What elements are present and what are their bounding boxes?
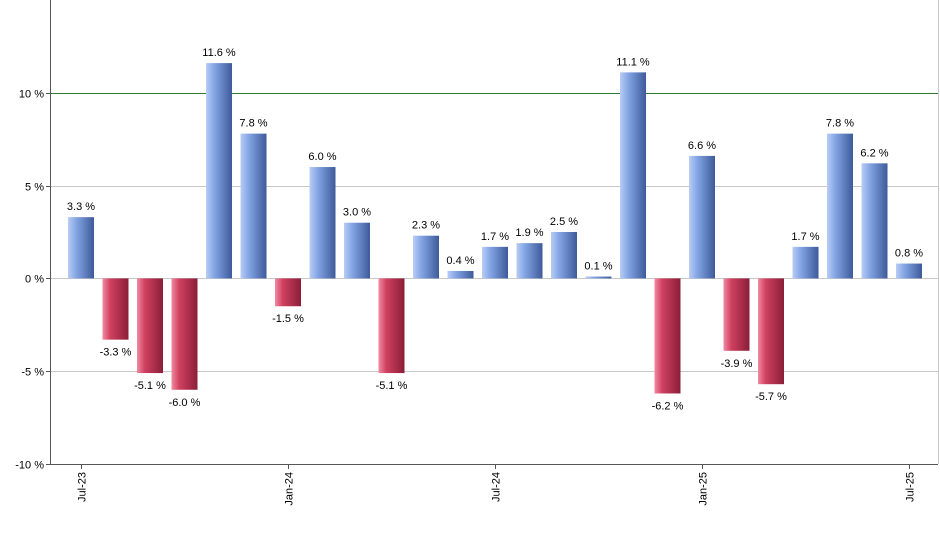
- bar-value-label: 6.6 %: [688, 140, 716, 152]
- bar: [620, 72, 646, 279]
- bar: [896, 263, 922, 279]
- bar: [206, 63, 232, 279]
- bar-value-label: 7.8 %: [826, 118, 854, 130]
- bar: [827, 133, 853, 279]
- bar-value-label: 1.7 %: [791, 231, 819, 243]
- bar: [413, 235, 439, 279]
- bar: [516, 243, 543, 279]
- bar-value-label: 1.7 %: [481, 231, 509, 243]
- bar: [344, 222, 370, 279]
- bar: [861, 163, 888, 279]
- y-tick-label: -10 %: [15, 460, 44, 472]
- y-tick-label: 5 %: [25, 182, 44, 194]
- y-tick-label: -5 %: [21, 367, 44, 379]
- bar-value-label: 1.9 %: [515, 227, 543, 239]
- bar: [689, 155, 715, 279]
- bar: [482, 246, 508, 279]
- bar-value-label: 0.1 %: [584, 261, 612, 273]
- bar-value-label: -5.7 %: [755, 391, 787, 403]
- bar: [551, 232, 577, 279]
- bar-value-label: 7.8 %: [239, 118, 267, 130]
- bar: [447, 270, 474, 279]
- bar-value-label: 6.2 %: [860, 147, 888, 159]
- bar: [102, 278, 129, 340]
- bar-value-label: -5.1 %: [376, 380, 408, 392]
- bar-value-label: -6.0 %: [169, 397, 201, 409]
- bar: [792, 246, 819, 279]
- x-tick-label: Jul-24: [491, 472, 503, 502]
- bar-value-label: -1.5 %: [272, 313, 304, 325]
- bar: [171, 278, 198, 390]
- bar-value-label: 3.0 %: [343, 207, 371, 219]
- y-tick-label: 10 %: [19, 89, 44, 101]
- bar: [137, 278, 163, 374]
- x-tick-label: Jan-24: [284, 472, 296, 506]
- bar-value-label: 11.1 %: [616, 56, 650, 68]
- bar: [275, 278, 301, 307]
- plot-area: -10 %-5 %0 %5 %10 %3.3 %-3.3 %-5.1 %-6.0…: [15, 0, 939, 506]
- bar: [654, 278, 681, 394]
- bar: [240, 133, 267, 279]
- bar-value-label: 6.0 %: [308, 151, 336, 163]
- bar-value-label: 0.4 %: [446, 255, 474, 267]
- bar-value-label: -6.2 %: [652, 400, 684, 412]
- bar-value-label: 2.5 %: [550, 216, 578, 228]
- x-tick-label: Jan-25: [698, 472, 710, 506]
- bar: [68, 217, 94, 279]
- bar-value-label: 11.6 %: [202, 47, 236, 59]
- x-tick-label: Jul-23: [77, 472, 89, 502]
- y-tick-label: 0 %: [25, 274, 44, 286]
- bar-value-label: -3.3 %: [100, 347, 132, 359]
- bar: [723, 278, 750, 351]
- bar: [758, 278, 784, 385]
- bar: [585, 276, 612, 279]
- bar-value-label: 3.3 %: [67, 201, 95, 213]
- bar-value-label: -5.1 %: [134, 380, 166, 392]
- bar-value-label: 2.3 %: [412, 220, 440, 232]
- bar: [309, 167, 336, 279]
- bar-value-label: 0.8 %: [895, 248, 923, 260]
- x-tick-label: Jul-25: [905, 472, 917, 502]
- bar: [378, 278, 405, 374]
- bar-value-label: -3.9 %: [721, 358, 753, 370]
